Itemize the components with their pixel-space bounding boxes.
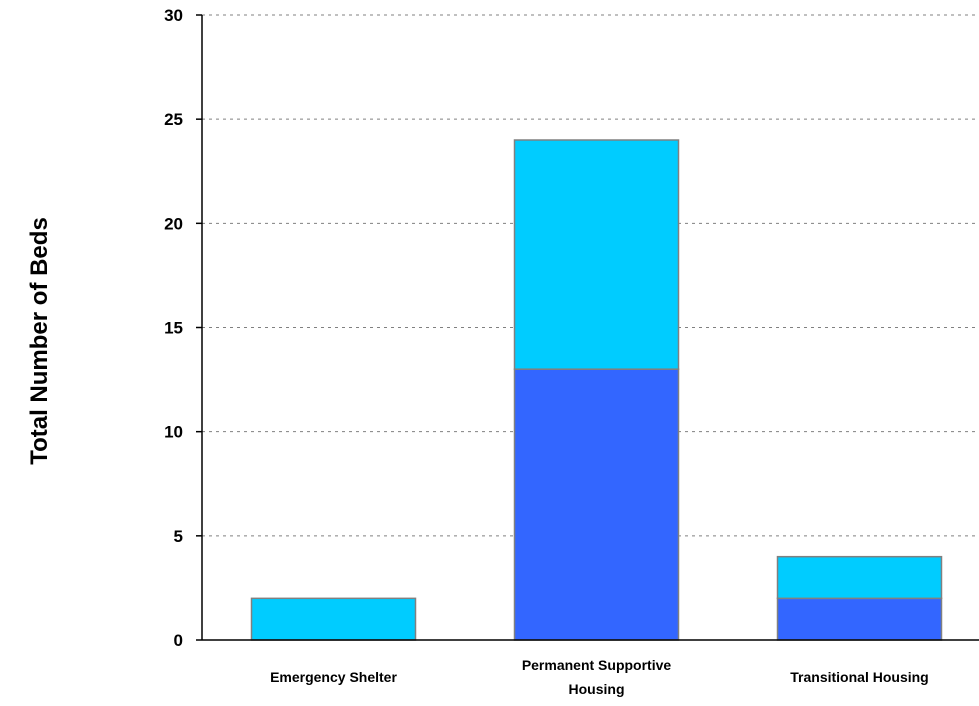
bar-segment	[250, 597, 417, 641]
bars	[250, 139, 943, 641]
y-tick-label: 5	[174, 527, 183, 546]
x-category-label: Housing	[569, 681, 625, 697]
y-tick-label: 10	[164, 423, 183, 442]
bar-segment	[776, 555, 943, 600]
bar-segment	[513, 139, 680, 370]
x-category-label: Emergency Shelter	[270, 669, 397, 685]
y-tick-label: 15	[164, 319, 183, 338]
y-tick-label: 20	[164, 214, 183, 233]
y-tick-label: 0	[174, 631, 183, 650]
y-tick-label: 30	[164, 6, 183, 25]
x-category-label: Permanent Supportive	[522, 657, 672, 673]
bar-segment	[776, 597, 943, 641]
x-category-label: Transitional Housing	[790, 669, 928, 685]
axes	[196, 14, 979, 641]
y-axis-title: Total Number of Beds	[26, 217, 53, 465]
y-tick-label: 25	[164, 110, 183, 129]
bar-segment	[513, 368, 680, 641]
labels: 0 5 10 15 20 25 30 Emergency Shelter Permanent S…	[26, 6, 929, 697]
